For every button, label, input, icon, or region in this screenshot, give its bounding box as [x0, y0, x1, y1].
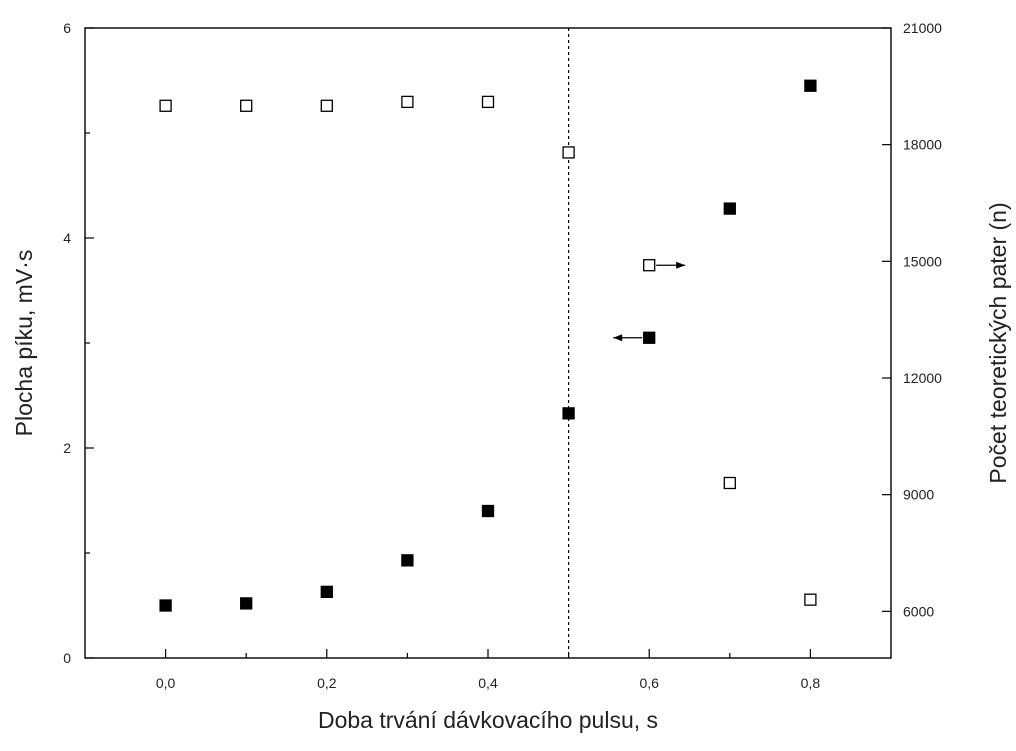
open-square-point: [723, 476, 736, 490]
left-tick-label: 4: [63, 230, 71, 246]
filled-square-point: [723, 202, 736, 215]
right-tick-label: 18000: [903, 137, 942, 153]
filled-square-point: [401, 554, 414, 567]
arrow-head: [676, 261, 686, 269]
left-axis-ticks: 0 2 4 6: [63, 20, 94, 666]
right-tick-label: 9000: [903, 487, 934, 503]
right-tick-label: 6000: [903, 603, 934, 619]
x-tick-label: 0,0: [156, 675, 176, 691]
filled-square-point: [320, 585, 333, 598]
open-square-point: [804, 593, 817, 606]
open-square-point: [562, 146, 575, 159]
x-tick-label: 0,4: [478, 675, 498, 691]
right-axis-title: Počet teoretických pater (n): [985, 202, 1011, 483]
open-square-point: [240, 99, 253, 112]
open-square-point: [320, 99, 333, 112]
right-axis-ticks: 6000 9000 12000 15000 18000 21000: [882, 20, 942, 619]
x-axis-ticks: 0,0 0,2 0,4 0,6 0,8: [156, 649, 820, 691]
right-tick-label: 15000: [903, 253, 942, 269]
left-tick-label: 2: [63, 440, 71, 456]
arrow-head: [613, 334, 623, 342]
open-square-point: [159, 99, 172, 112]
left-tick-label: 6: [63, 20, 71, 36]
data-points: [159, 79, 817, 612]
open-square-point: [481, 95, 495, 109]
x-axis-title: Doba trvání dávkovacího pulsu, s: [318, 707, 658, 733]
left-axis-title: Plocha píku, mV·s: [11, 250, 37, 437]
filled-square-point: [159, 599, 172, 612]
filled-square-point: [804, 79, 817, 92]
right-tick-label: 12000: [903, 370, 942, 386]
filled-square-point: [481, 504, 495, 518]
x-tick-label: 0,2: [317, 675, 337, 691]
plot-frame: [84, 27, 892, 659]
right-tick-label: 21000: [903, 20, 942, 36]
open-square-point: [401, 95, 414, 109]
open-square-point: [643, 259, 656, 272]
axis-arrows: [613, 261, 686, 342]
filled-square-point: [240, 597, 253, 610]
left-tick-label: 0: [63, 650, 71, 666]
filled-square-point: [562, 407, 575, 420]
x-tick-label: 0,8: [801, 675, 821, 691]
filled-square-point: [643, 331, 656, 344]
x-tick-label: 0,6: [639, 675, 659, 691]
